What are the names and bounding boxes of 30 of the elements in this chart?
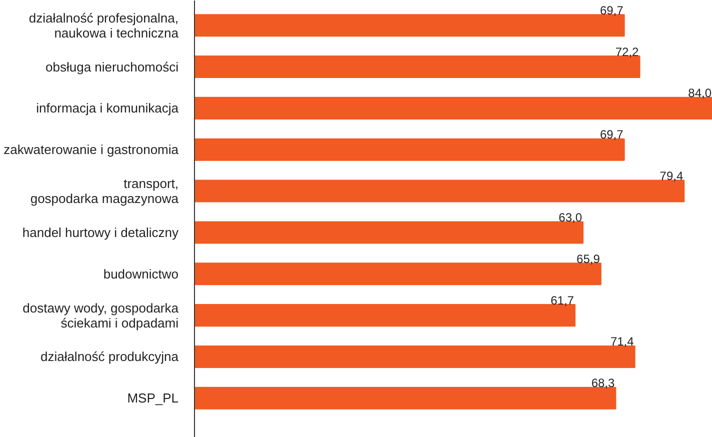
data-label: 71,4 <box>610 334 634 349</box>
data-label: 68,3 <box>591 376 616 390</box>
y-tick-label: obsługa nieruchomości <box>46 59 179 74</box>
y-tick-label: transport, gospodarka magazynowa <box>30 176 180 206</box>
y-tick-label: działalność produkcyjna <box>40 349 180 364</box>
data-label: 69,7 <box>600 128 624 142</box>
bar <box>194 56 640 78</box>
data-label: 79,4 <box>660 169 684 184</box>
data-label: 61,7 <box>550 293 574 308</box>
bar <box>194 345 636 368</box>
y-tick-label: zakwaterowanie i gastronomia <box>4 142 180 158</box>
data-label: 65,9 <box>576 252 600 266</box>
bar <box>194 96 712 120</box>
bar <box>194 221 584 244</box>
data-label: 63,0 <box>558 210 582 224</box>
y-tick-label: działalność profesjonalna, naukowa i techniczna <box>28 10 180 40</box>
bar <box>194 180 685 202</box>
data-label: 84,0 <box>688 86 712 100</box>
bar <box>194 386 616 410</box>
y-tick-label: informacja i komunikacja <box>36 100 180 116</box>
y-tick-label: dostawy wody, gospodarka ściekami i odpadami <box>22 300 180 330</box>
y-tick-label: MSP_PL <box>127 390 179 406</box>
y-tick-label: budownictwo <box>103 266 178 282</box>
bar <box>194 304 576 327</box>
bar <box>194 262 602 286</box>
data-label: 69,7 <box>600 3 624 18</box>
bar <box>194 14 625 37</box>
bar <box>194 138 625 161</box>
data-label: 72,2 <box>615 44 640 59</box>
y-tick-label: handel hurtowy i detaliczny <box>22 224 179 240</box>
